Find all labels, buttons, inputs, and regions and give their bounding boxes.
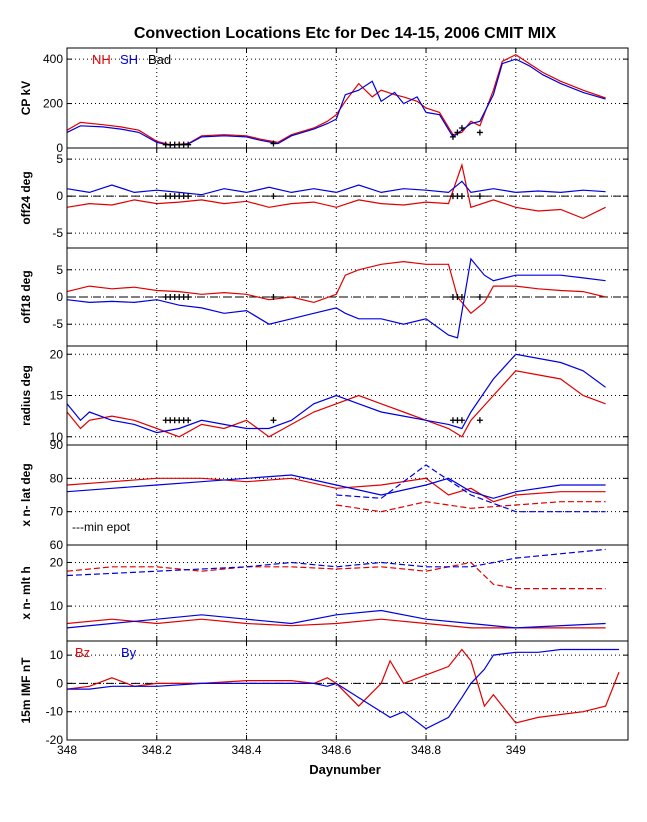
x-tick-label: 348.4 xyxy=(232,743,262,757)
series-line-sh-max xyxy=(66,474,606,499)
y-tick-label: 10 xyxy=(50,648,64,662)
axes-frame xyxy=(66,640,629,741)
y-tick-label: 90 xyxy=(50,438,64,452)
bad-marker xyxy=(270,193,277,200)
bad-marker xyxy=(458,193,465,200)
bad-marker xyxy=(454,129,461,136)
bad-marker xyxy=(270,417,277,424)
y-axis-label: off18 deg xyxy=(19,270,33,323)
annotation: ---min epot xyxy=(72,520,131,534)
series-line-sh xyxy=(66,180,606,196)
series-line-nh xyxy=(66,162,606,220)
y-axis-label: 15m IMF nT xyxy=(19,657,33,724)
series-line-nh-min xyxy=(66,618,606,629)
legend-entry: Bz xyxy=(75,645,90,660)
figure-title: Convection Locations Etc for Dec 14-15, … xyxy=(134,25,557,42)
bad-marker xyxy=(458,125,465,131)
y-tick-label: 200 xyxy=(43,97,63,111)
x-tick-label: 348.6 xyxy=(321,743,351,757)
bad-marker xyxy=(270,294,277,300)
y-tick-label: 5 xyxy=(56,263,63,277)
y-axis-label: off24 deg xyxy=(19,171,33,224)
panel-mlt: 10 20 x n- mlt h xyxy=(19,544,629,642)
x-tick-label: 348 xyxy=(57,743,77,757)
x-axis-label: Daynumber xyxy=(309,762,381,777)
series-line-bz xyxy=(66,648,620,724)
y-tick-label: 15 xyxy=(50,389,64,403)
x-tick-label: 349 xyxy=(506,743,526,757)
series-line-sh-max xyxy=(66,548,606,577)
y-tick-label: 20 xyxy=(50,347,64,361)
series-line-sh xyxy=(66,353,606,434)
legend-entry: NH xyxy=(92,52,111,67)
y-tick-label: 0 xyxy=(56,141,63,155)
y-tick-label: -5 xyxy=(52,317,63,331)
bad-marker xyxy=(449,133,456,140)
bad-marker xyxy=(476,417,483,424)
bad-marker xyxy=(185,294,192,300)
panel-off18: -5 0 5 off18 deg xyxy=(19,247,629,347)
y-tick-label: 0 xyxy=(56,189,63,203)
series-line-by xyxy=(67,648,619,730)
legend-entry: By xyxy=(121,645,137,660)
y-tick-label: 70 xyxy=(50,505,64,519)
y-tick-label: 10 xyxy=(50,430,64,444)
series-line-nh-max xyxy=(66,561,606,590)
x-tick-label: 348.2 xyxy=(142,743,172,757)
legend-entry: SH xyxy=(120,52,138,67)
series-line-sh-min xyxy=(336,464,606,513)
y-axis-label: x n- lat deg xyxy=(19,463,33,526)
y-tick-label: 0 xyxy=(56,676,63,690)
y-tick-label: 400 xyxy=(43,52,63,66)
y-tick-label: 80 xyxy=(50,471,64,485)
y-tick-label: 10 xyxy=(50,599,64,613)
y-tick-label: 5 xyxy=(56,152,63,166)
y-axis-label: radius deg xyxy=(19,365,33,426)
bad-marker xyxy=(476,294,483,300)
y-tick-label: 0 xyxy=(56,290,63,304)
bad-marker xyxy=(270,140,277,147)
panel-imf: -20 -10 0 10 15m IMF nT Bz By xyxy=(19,640,629,747)
y-axis-label: x n- mlt h xyxy=(19,566,33,619)
y-tick-label: -10 xyxy=(46,705,64,719)
series-line-nh xyxy=(66,370,606,438)
legend-entry: Bad xyxy=(148,52,171,67)
y-tick-label: -20 xyxy=(46,733,64,747)
panel-radius: 10 15 20 radius deg xyxy=(19,345,629,446)
series-line-nh xyxy=(66,260,606,315)
bad-marker xyxy=(458,294,465,300)
panel-lat: 60 70 80 90 x n- lat deg ---min epot xyxy=(19,438,629,552)
x-tick-label: 348.8 xyxy=(411,743,441,757)
y-axis-label: CP kV xyxy=(19,81,33,115)
bad-marker xyxy=(185,193,192,200)
series-line-sh-min xyxy=(66,609,606,629)
bad-marker xyxy=(476,193,483,200)
bad-marker xyxy=(458,417,465,424)
series-line-nh-max xyxy=(66,477,606,503)
y-tick-label: -5 xyxy=(52,226,63,240)
bad-marker xyxy=(185,141,192,148)
series-line-sh xyxy=(66,257,606,339)
panel-off24: -5 0 5 off24 deg xyxy=(19,147,629,249)
series-line-nh-min xyxy=(336,501,606,513)
y-tick-label: 60 xyxy=(50,538,64,552)
bad-marker xyxy=(476,129,483,136)
y-tick-label: 20 xyxy=(50,555,64,569)
bad-marker xyxy=(185,417,192,424)
